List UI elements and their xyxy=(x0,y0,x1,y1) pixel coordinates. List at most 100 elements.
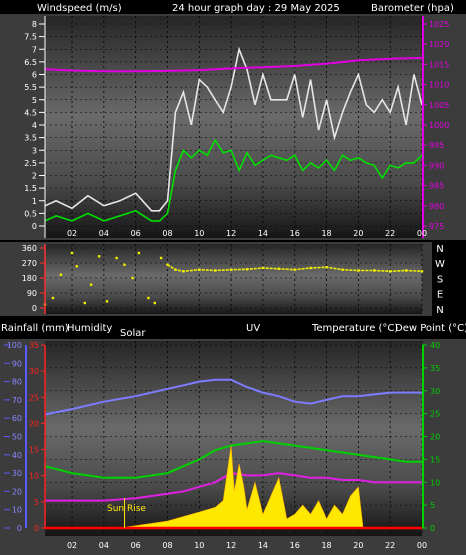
baro-tick-label: 1015 xyxy=(429,60,449,69)
direction-point xyxy=(51,296,55,300)
x-tick-label-panel3: 22 xyxy=(385,541,395,550)
rain-tick-label: 20 xyxy=(29,419,39,428)
x-tick-label-panel1: 18 xyxy=(321,229,331,238)
wind-tick-label: 3.5 xyxy=(24,134,37,143)
wind-tick-label: 6.5 xyxy=(24,58,37,67)
humidity-tick-label: 60 xyxy=(12,414,22,423)
direction-tick-label: 270 xyxy=(22,259,37,268)
x-tick-label-panel1: 00 xyxy=(417,229,427,238)
humidity-tick-label: 10 xyxy=(12,506,22,515)
humidity-tick-label: 0 xyxy=(17,524,22,533)
rain-tick-label: 25 xyxy=(29,393,39,402)
x-tick-label-panel3: 14 xyxy=(258,541,268,550)
x-tick-label-panel3: 10 xyxy=(194,541,204,550)
dewpoint-axis-title: Dew Point (°C) xyxy=(395,323,466,334)
axes xyxy=(4,16,427,529)
x-tick-label-panel3: 12 xyxy=(226,541,236,550)
sunrise-label: Sun Rise xyxy=(107,504,146,514)
barometer-series-line xyxy=(44,56,423,73)
direction-point xyxy=(89,283,93,286)
temperature-axis-title: Temperature (°C) xyxy=(311,323,398,334)
rainfall-axis-title: Rainfall (mm) xyxy=(1,323,69,334)
wind-tick-label: 8 xyxy=(32,20,37,29)
wind-series-line xyxy=(44,138,423,222)
direction-point xyxy=(105,300,109,303)
x-tick-label-panel1: 08 xyxy=(162,229,172,238)
baro-tick-label: 985 xyxy=(429,182,444,191)
windspeed-axis-title: Windspeed (m/s) xyxy=(37,3,122,14)
temp-tick-label: 10 xyxy=(430,478,440,487)
humidity-tick-label: 80 xyxy=(12,378,22,387)
direction-tick-label: 180 xyxy=(22,274,37,283)
humidity-tick-label: 30 xyxy=(12,469,22,478)
x-tick-label-panel3: 04 xyxy=(99,541,109,550)
wind-tick-label: 5 xyxy=(32,96,37,105)
direction-point xyxy=(153,301,156,305)
solar-axis-title: Solar xyxy=(120,328,146,339)
temp-tick-label: 35 xyxy=(430,364,440,373)
humidity-axis-title: Humidity xyxy=(67,323,112,334)
humidity-tick-label: 40 xyxy=(12,451,22,460)
wind-tick-label: 3 xyxy=(32,146,37,155)
uv-axis-title: UV xyxy=(246,323,260,334)
baro-tick-label: 995 xyxy=(429,141,444,150)
panel1-series xyxy=(44,46,423,222)
wind-tick-label: 4.5 xyxy=(24,108,37,117)
x-tick-label-panel3: 16 xyxy=(290,541,300,550)
baro-tick-label: 1025 xyxy=(429,20,449,29)
x-tick-label-panel1: 06 xyxy=(131,229,141,238)
temp-tick-label: 20 xyxy=(430,433,440,442)
direction-point xyxy=(147,296,150,300)
direction-point xyxy=(137,251,141,255)
wind-tick-label: 6 xyxy=(32,71,37,80)
compass-label: S xyxy=(437,274,443,285)
wind-tick-label: 2 xyxy=(32,172,37,181)
baro-tick-label: 1000 xyxy=(429,121,449,130)
x-tick-label-panel3: 02 xyxy=(67,541,77,550)
direction-point xyxy=(75,265,78,268)
rain-tick-label: 5 xyxy=(34,498,39,507)
direction-series-line xyxy=(167,264,423,273)
chart-title: 24 hour graph day : 29 May 2025 xyxy=(172,3,340,14)
x-tick-label-panel3: 20 xyxy=(353,541,363,550)
humidity-tick-label: 100 xyxy=(7,341,22,350)
x-tick-label-panel1: 10 xyxy=(194,229,204,238)
x-tick-label-panel1: 02 xyxy=(67,229,77,238)
temperature-series-line xyxy=(44,440,422,479)
x-tick-label-panel3: 18 xyxy=(321,541,331,550)
wind-tick-label: 1.5 xyxy=(24,184,37,193)
direction-point xyxy=(115,256,118,260)
rain-tick-label: 0 xyxy=(34,524,39,533)
baro-tick-label: 1010 xyxy=(429,81,449,90)
temp-tick-label: 30 xyxy=(430,387,440,396)
temp-tick-label: 0 xyxy=(430,524,435,533)
baro-tick-label: 1005 xyxy=(429,101,449,110)
compass-label: W xyxy=(435,259,445,270)
wind-tick-label: 7 xyxy=(32,45,37,54)
rain-tick-label: 10 xyxy=(29,472,39,481)
panel2-series xyxy=(43,251,424,306)
temp-tick-label: 40 xyxy=(430,341,440,350)
x-tick-label-panel3: 00 xyxy=(417,541,427,550)
humidity-tick-label: 50 xyxy=(12,433,22,442)
gust-series-line xyxy=(44,46,423,212)
compass-label: N xyxy=(436,244,443,255)
humidity-tick-label: 90 xyxy=(12,359,22,368)
compass-label: N xyxy=(436,305,443,316)
baro-tick-label: 975 xyxy=(429,222,444,231)
direction-point xyxy=(70,251,74,255)
temp-tick-label: 15 xyxy=(430,455,440,464)
panel3-series xyxy=(44,378,422,530)
panel1-plot xyxy=(45,16,422,238)
direction-point xyxy=(97,255,101,258)
x-tick-label-panel1: 20 xyxy=(353,229,363,238)
x-tick-label-panel1: 04 xyxy=(99,229,109,238)
x-tick-label-panel3: 08 xyxy=(162,541,172,550)
rain-tick-label: 35 xyxy=(29,341,39,350)
solar-series-area xyxy=(45,445,422,529)
x-tick-label-panel1: 16 xyxy=(290,229,300,238)
wind-tick-label: 0.5 xyxy=(24,209,37,218)
panel2-plot xyxy=(45,244,422,314)
